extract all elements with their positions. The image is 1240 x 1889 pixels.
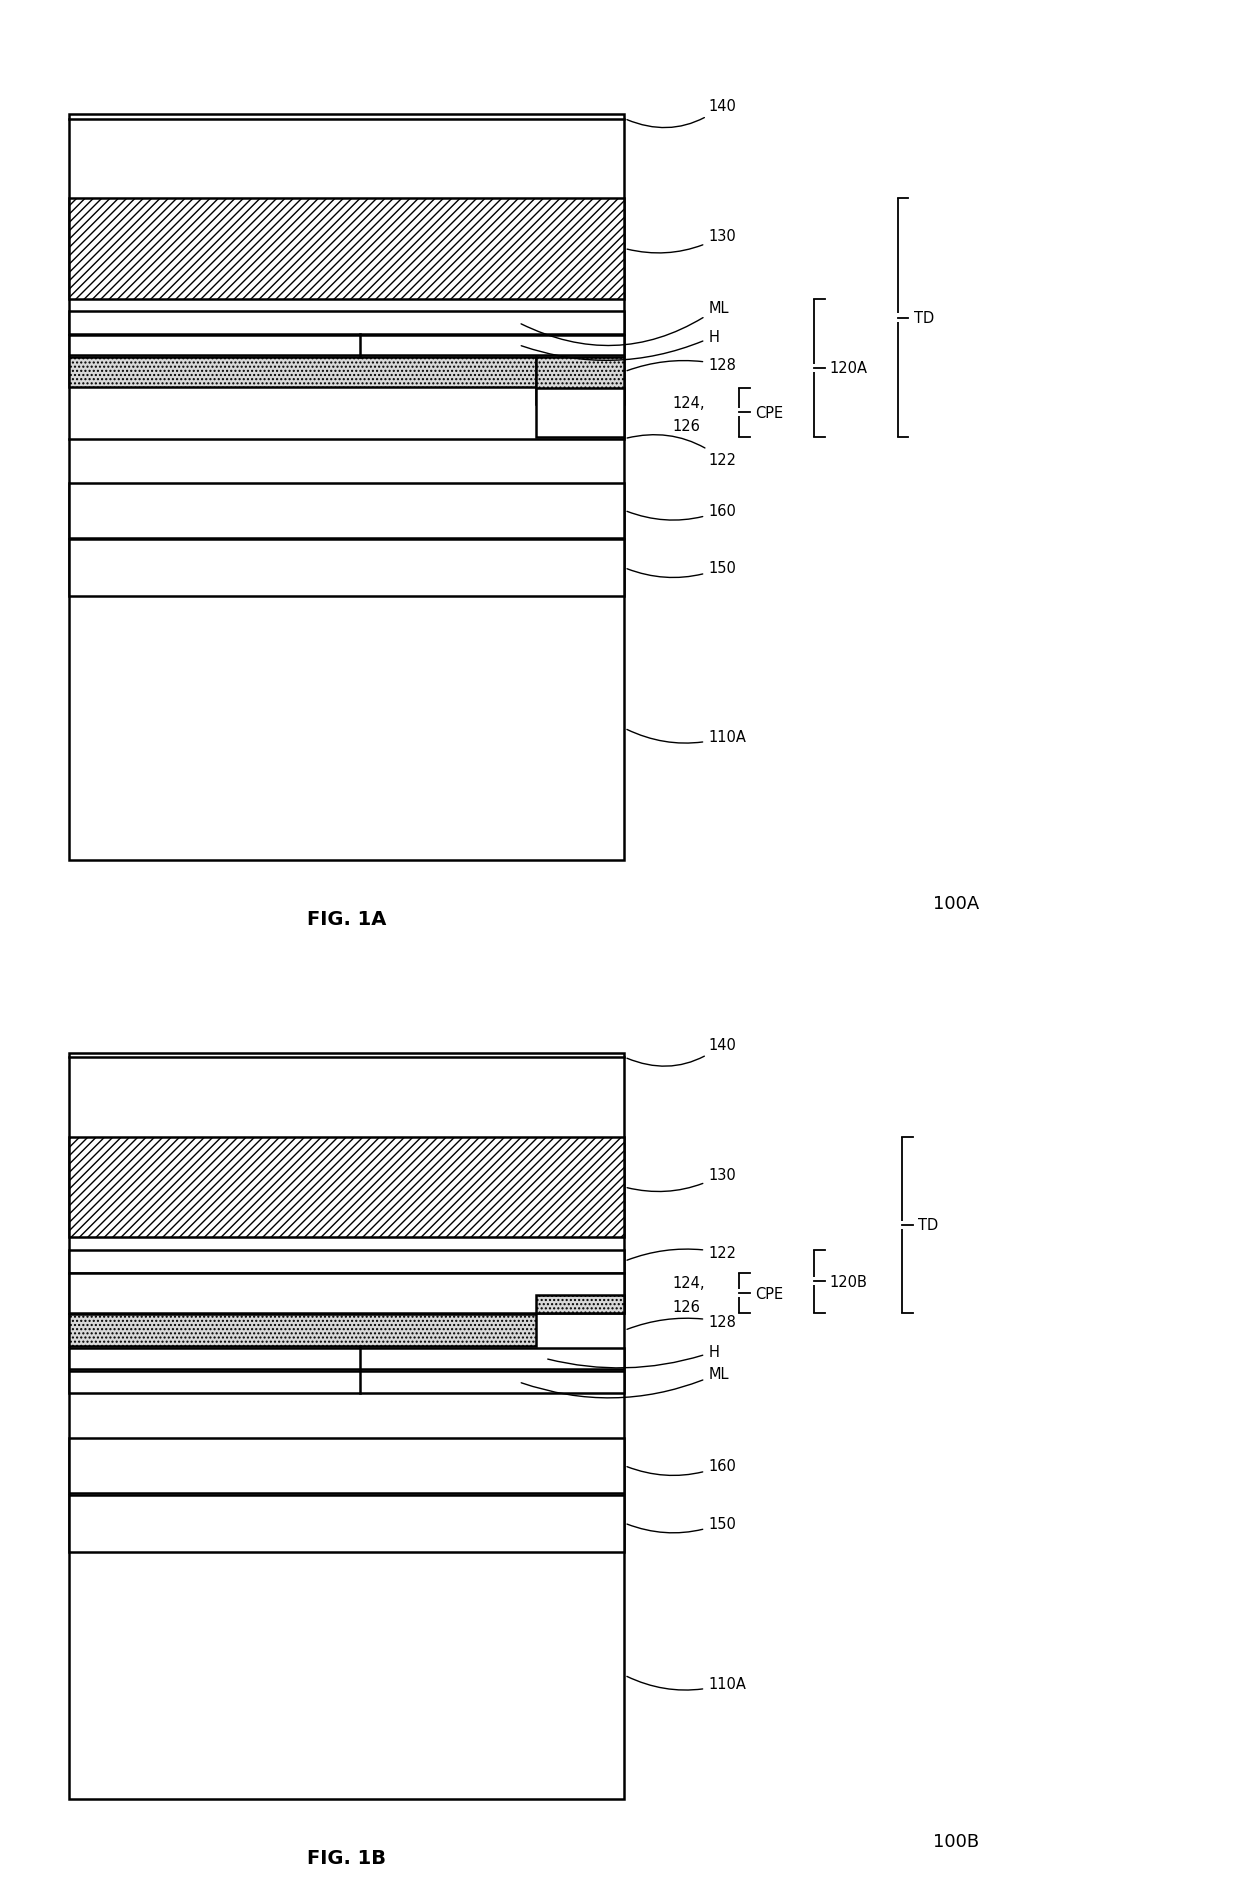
Text: 128: 128 <box>627 1315 737 1330</box>
Text: 124,: 124, <box>673 1275 706 1290</box>
Bar <box>69 1349 625 1370</box>
Bar <box>69 540 625 597</box>
Bar <box>69 198 625 300</box>
Text: ML: ML <box>521 1366 729 1398</box>
Bar <box>69 1251 625 1273</box>
Text: ML: ML <box>521 300 729 346</box>
Text: 110A: 110A <box>627 729 746 744</box>
Text: H: H <box>548 1345 719 1368</box>
Text: 122: 122 <box>627 1245 737 1260</box>
Bar <box>69 1137 625 1237</box>
Text: 100B: 100B <box>932 1832 980 1851</box>
Text: CPE: CPE <box>755 406 782 421</box>
Bar <box>536 389 625 438</box>
Text: 150: 150 <box>627 561 737 578</box>
Text: 128: 128 <box>627 359 737 374</box>
Text: H: H <box>521 331 719 361</box>
Text: 100A: 100A <box>932 893 980 912</box>
Bar <box>536 357 625 404</box>
Text: 160: 160 <box>627 1458 737 1475</box>
Text: 126: 126 <box>673 1300 701 1315</box>
Bar <box>69 484 625 538</box>
Text: 160: 160 <box>627 504 737 521</box>
Bar <box>69 1371 625 1394</box>
Bar <box>69 357 536 387</box>
Bar <box>69 312 625 334</box>
Text: 140: 140 <box>627 100 737 128</box>
Bar <box>69 1439 625 1492</box>
Bar <box>69 1315 536 1347</box>
Bar <box>536 1296 625 1313</box>
Text: TD: TD <box>914 312 934 327</box>
Text: TD: TD <box>918 1218 939 1234</box>
Text: 140: 140 <box>627 1037 737 1067</box>
Text: 122: 122 <box>627 436 737 468</box>
Text: FIG. 1B: FIG. 1B <box>308 1847 386 1866</box>
Text: 110A: 110A <box>627 1676 746 1691</box>
Text: CPE: CPE <box>755 1286 782 1302</box>
Bar <box>69 115 625 861</box>
Text: 130: 130 <box>627 229 735 253</box>
Text: 124,: 124, <box>673 395 706 410</box>
Bar <box>69 1273 625 1313</box>
Bar <box>69 336 625 355</box>
Bar <box>69 1494 625 1551</box>
Text: 130: 130 <box>627 1167 735 1192</box>
Bar <box>69 1054 625 1798</box>
Text: 150: 150 <box>627 1515 737 1534</box>
Text: 120A: 120A <box>830 361 868 376</box>
Text: 120B: 120B <box>830 1273 868 1288</box>
Text: 126: 126 <box>673 419 701 434</box>
Text: FIG. 1A: FIG. 1A <box>308 910 387 929</box>
